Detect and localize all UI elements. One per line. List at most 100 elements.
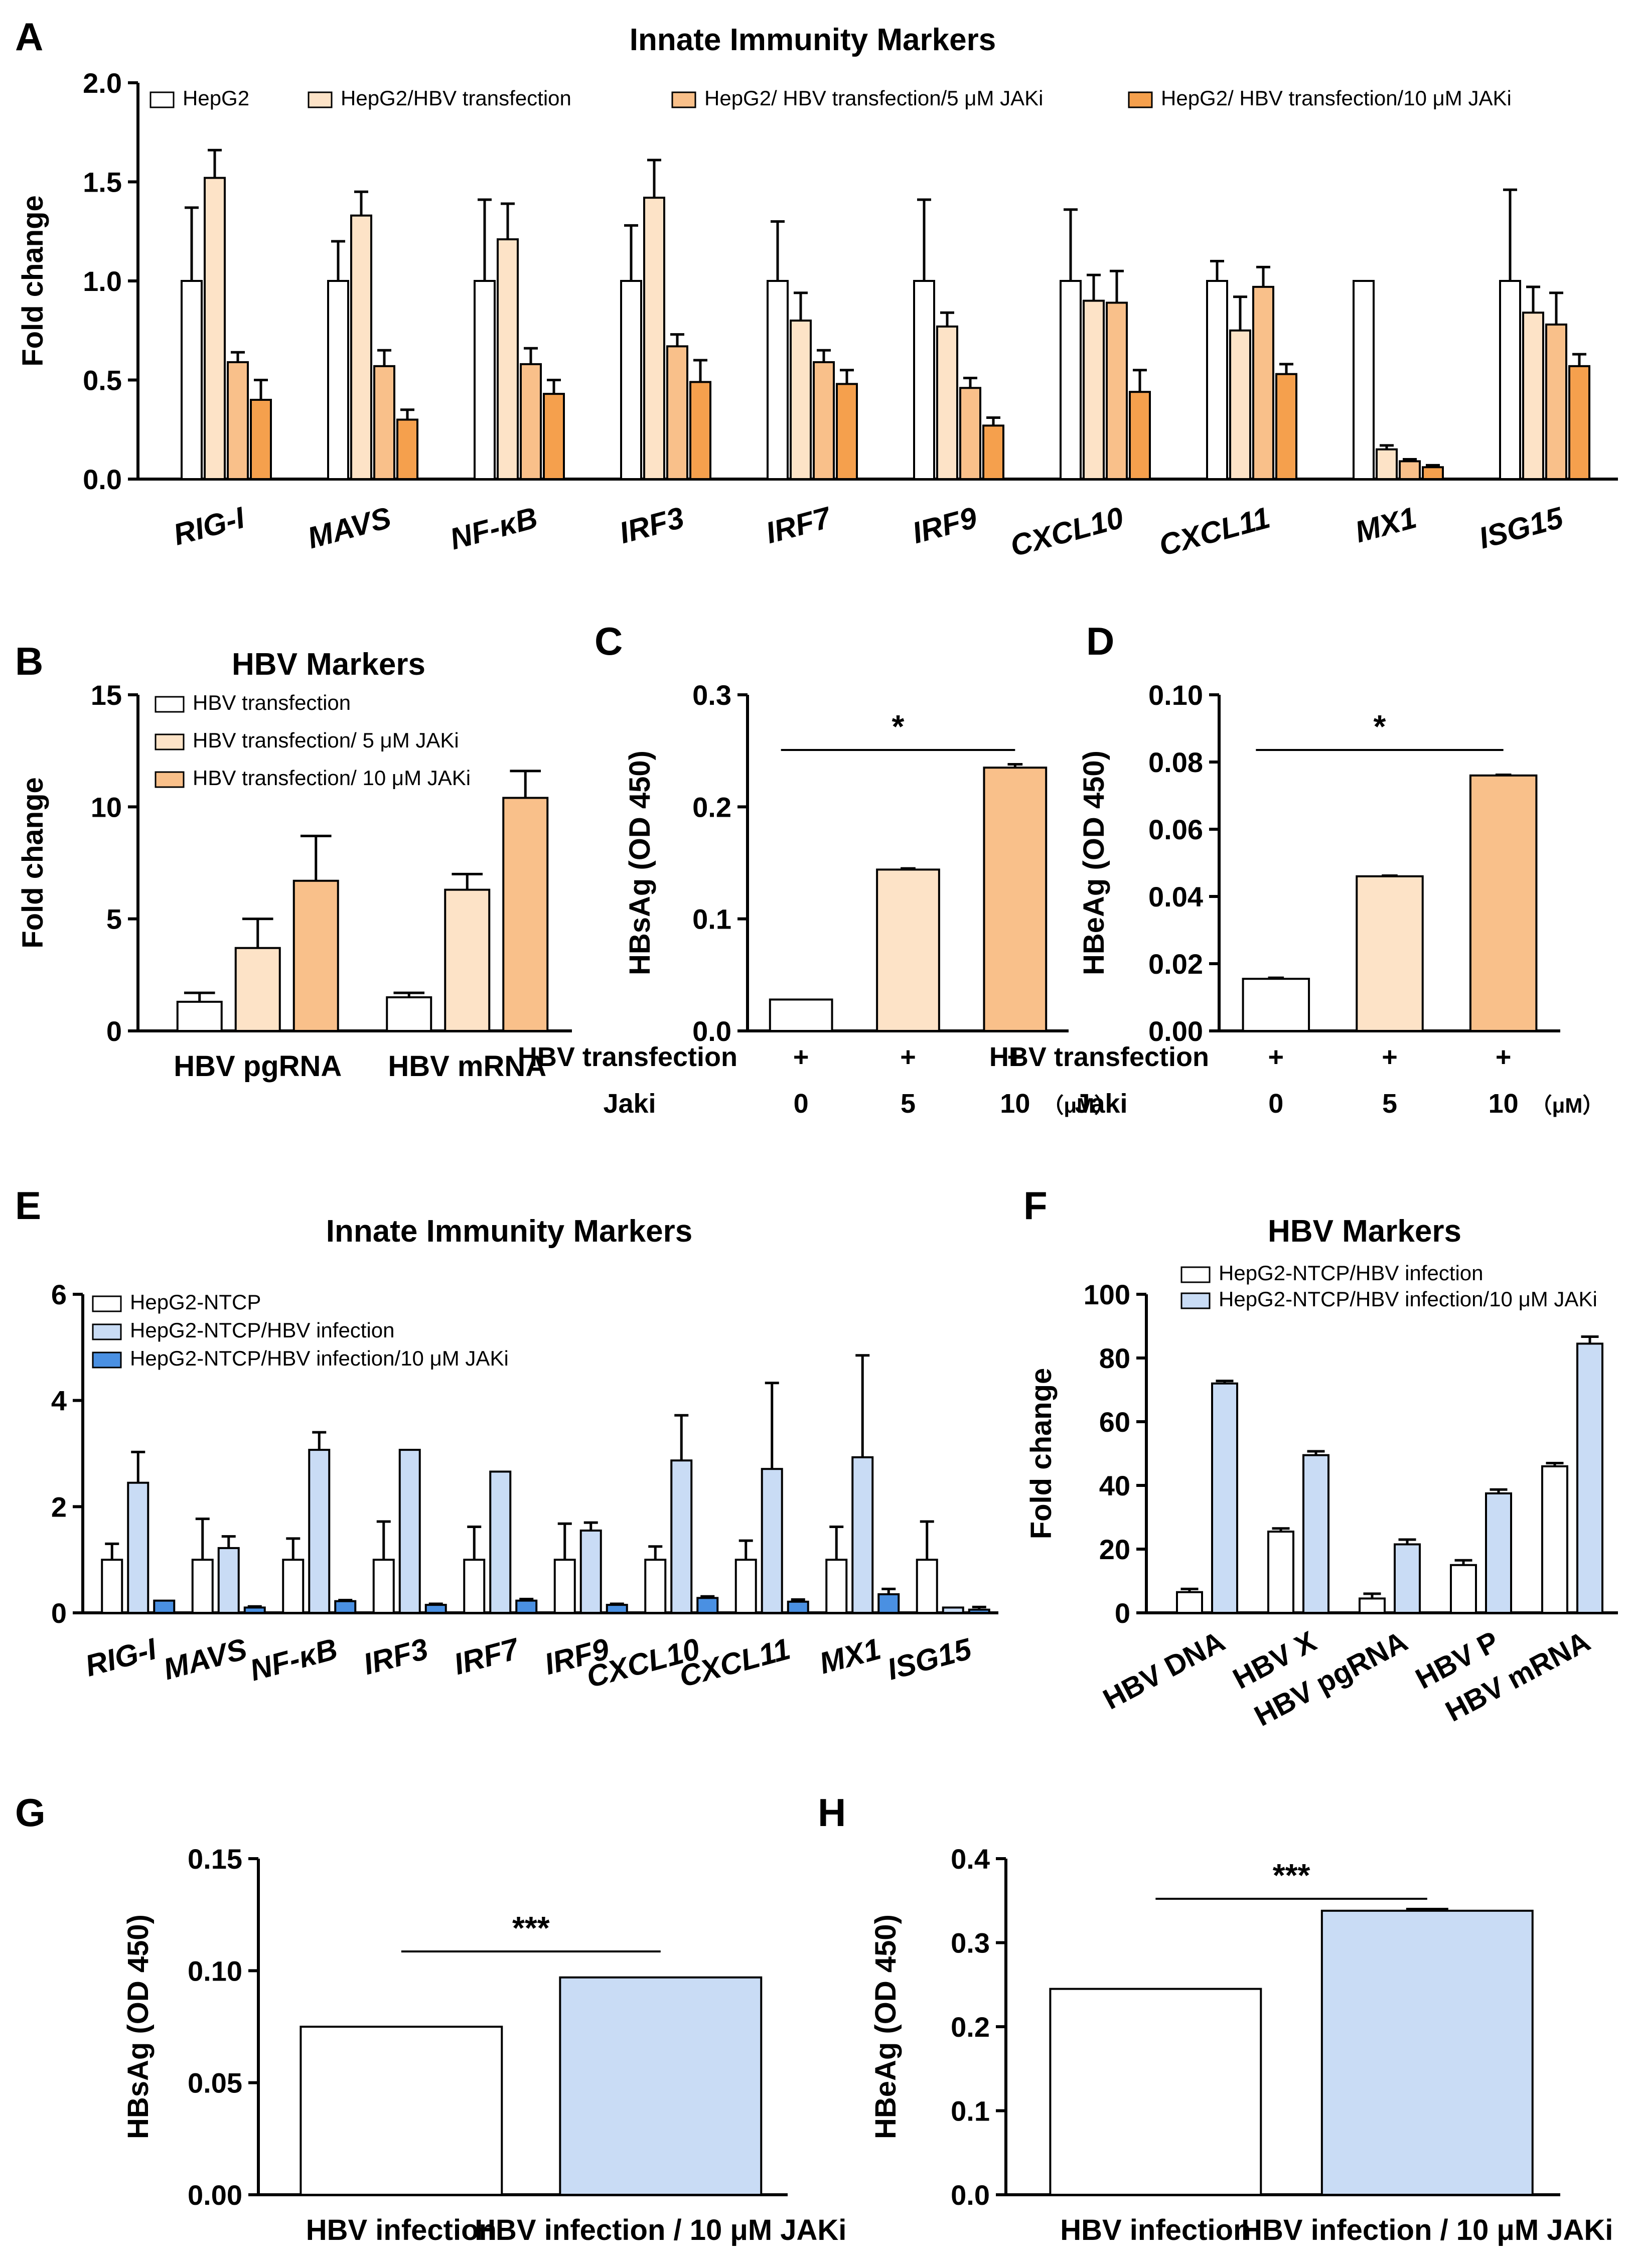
x-category-label: CXCL10: [1007, 501, 1127, 563]
legend-swatch: [1180, 1266, 1211, 1283]
bar: [181, 280, 203, 480]
bar: [327, 280, 349, 480]
legend-swatch: [92, 1323, 122, 1340]
bar: [968, 1608, 990, 1614]
legend-swatch: [155, 696, 185, 713]
bar: [1522, 312, 1544, 480]
bar: [334, 1600, 357, 1614]
jaki-dose-label: 0: [1268, 1089, 1283, 1119]
x-category-label: MX1: [816, 1632, 884, 1681]
y-tick-label: 0.05: [188, 2067, 242, 2099]
transfection-row-label: HBV transfection: [989, 1042, 1209, 1072]
x-category-label: HBV infection / 10 μM JAKi: [1241, 2214, 1613, 2246]
bar: [1568, 365, 1590, 480]
bar: [250, 399, 272, 480]
x-category-label: IRF3: [360, 1632, 431, 1681]
bar: [936, 325, 958, 480]
bar: [1302, 1454, 1329, 1614]
bar: [1356, 875, 1424, 1032]
y-tick-label: 2.0: [83, 67, 122, 99]
transfection-marker: +: [793, 1042, 809, 1072]
bar: [543, 393, 565, 481]
bar: [620, 280, 642, 480]
y-axis-label: HBsAg (OD 450): [122, 1914, 155, 2139]
bar: [1394, 1543, 1421, 1614]
bar: [1206, 280, 1228, 480]
y-tick-label: 0.04: [1148, 881, 1203, 913]
bar: [292, 879, 339, 1032]
dose-unit-label: （μM）: [1531, 1094, 1604, 1117]
panel-label-h: H: [818, 1790, 846, 1835]
jaki-dose-label: 5: [901, 1089, 916, 1119]
x-category-label: RIG-I: [170, 500, 249, 551]
bar: [1320, 1909, 1534, 2196]
y-tick-label: 40: [1099, 1470, 1130, 1501]
significance-marker: *: [892, 708, 905, 744]
x-category-label: RIG-I: [82, 1631, 161, 1683]
x-category-label: HBV infection / 10 μM JAKi: [475, 2214, 846, 2246]
chart-f: 0 20 40 60 80 100 Fold change HBV Markers HBV DN…: [1025, 1214, 1618, 1733]
panel-label-a: A: [15, 15, 43, 59]
jaki-row-label: Jaki: [603, 1089, 656, 1119]
jaki-dose-label: 0: [794, 1089, 809, 1119]
bar: [959, 387, 981, 480]
bar: [644, 1559, 667, 1614]
y-tick-label: 10: [91, 791, 122, 823]
bar: [372, 1559, 395, 1614]
bar: [1060, 280, 1082, 480]
bar: [227, 361, 249, 481]
jaki-row-label: Jaki: [1075, 1089, 1127, 1119]
y-tick-label: 2: [51, 1491, 67, 1523]
bar: [1450, 1564, 1477, 1614]
bar: [373, 365, 395, 480]
bar: [877, 1593, 900, 1614]
x-category-label: ISG15: [1475, 500, 1567, 555]
bar: [983, 767, 1048, 1032]
legend-label: HepG2: [183, 86, 249, 110]
bar: [670, 1459, 693, 1614]
bar: [497, 238, 519, 480]
y-tick-label: 0.00: [1148, 1015, 1203, 1047]
legend-label: HepG2-NTCP/HBV infection: [130, 1318, 395, 1342]
y-tick-label: 1.0: [83, 265, 122, 297]
x-category-label: NF-κB: [447, 501, 541, 556]
bar: [942, 1606, 964, 1614]
bar: [913, 280, 935, 480]
bar: [836, 383, 858, 481]
chart-title: Innate Immunity Markers: [326, 1214, 692, 1249]
y-axis-label: HBsAg (OD 450): [624, 750, 656, 975]
bar: [1485, 1492, 1512, 1614]
panel-label-f: F: [1023, 1183, 1048, 1228]
y-tick-label: 0.02: [1148, 948, 1203, 980]
chart-title: HBV Markers: [1268, 1214, 1461, 1249]
bar: [1049, 1988, 1262, 2196]
x-category-label: HBV infection: [1060, 2214, 1251, 2246]
bar: [982, 424, 1004, 480]
bar: [1106, 301, 1128, 480]
y-tick-label: 60: [1099, 1406, 1130, 1438]
x-category-label: HBV mRNA: [388, 1050, 546, 1083]
bar: [1422, 466, 1444, 480]
legend-label: HBV transfection: [193, 691, 351, 714]
transfection-marker: +: [1496, 1042, 1512, 1072]
bar: [1267, 1531, 1294, 1614]
y-axis-label: HBeAg (OD 450): [869, 1914, 902, 2139]
bar: [300, 2026, 503, 2196]
x-category-label: NF-κB: [246, 1632, 341, 1688]
bar: [689, 381, 711, 481]
y-axis-label: HBeAg (OD 450): [1078, 750, 1110, 975]
y-tick-label: 0.0: [692, 1015, 731, 1047]
bar: [769, 998, 833, 1032]
bar: [489, 1470, 512, 1614]
legend-label: HepG2-NTCP: [130, 1290, 261, 1314]
panel-label-c: C: [595, 619, 623, 663]
bar: [1359, 1597, 1386, 1614]
y-tick-label: 20: [1099, 1534, 1130, 1565]
legend-swatch: [671, 91, 696, 108]
significance-marker: *: [1374, 708, 1386, 744]
bar: [217, 1547, 240, 1614]
chart-b: 0 5 10 15 Fold change HBV Markers HBV pgRNA HBV…: [17, 647, 572, 1083]
y-tick-label: 6: [51, 1279, 67, 1310]
bar: [1469, 774, 1538, 1032]
